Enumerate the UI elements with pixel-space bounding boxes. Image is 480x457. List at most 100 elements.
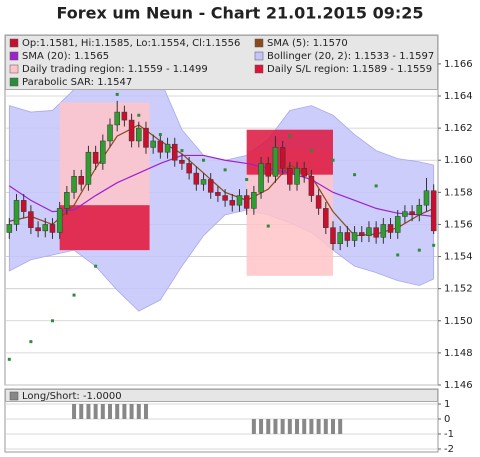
candle-body [78,176,84,185]
candle-body [359,232,365,236]
sar-dot [223,168,227,172]
sar-dot [396,253,400,257]
candle-body [251,192,257,209]
candle-body [215,192,221,196]
candle-body [71,176,77,193]
bar [122,404,127,419]
chart-title: Forex um Neun - Chart 21.01.2015 09:25 [56,4,423,23]
legend-swatch [9,51,19,61]
bar [136,404,141,419]
candle-body [114,111,120,126]
bar [143,404,148,419]
candle-body [28,211,34,228]
legend-swatch [254,64,264,74]
legend-label: Daily S/L region: 1.1589 - 1.1559 [267,64,432,75]
sar-dot [137,113,141,117]
candle-body [366,227,372,236]
sar-dot [50,319,54,323]
legend-swatch [9,77,19,87]
candle-body [121,111,128,121]
candle-body [186,163,192,174]
candle-body [100,140,106,164]
sar-dot [432,243,436,247]
candle-body [171,143,178,161]
candle-body [20,200,27,212]
candle-body [294,168,300,185]
sar-dot [7,357,11,361]
y-tick-label: 0 [444,414,450,425]
bar [86,404,91,419]
candle-body [430,190,437,232]
bar [280,419,285,434]
candle-body [35,227,41,232]
axes: 1.146 1.148 1.150 1.152 1.154 1.156 1.158 1.160… [438,59,473,455]
bar [108,404,113,419]
legend-label: Bollinger (20, 2): 1.1533 - 1.1597 [267,51,434,62]
candle-body [56,208,63,233]
legend-label: SMA (5): 1.1570 [267,38,348,49]
bar [93,404,98,419]
candle-body [330,227,336,244]
candle-body [323,208,329,228]
bar [309,419,314,434]
y-tick-label: 1.162 [444,123,473,134]
bar [330,419,335,434]
sar-dot [331,158,335,162]
legend-label: Daily trading region: 1.1559 - 1.1499 [22,64,208,75]
y-tick-label: 1.152 [444,284,473,295]
sar-dot [288,134,292,138]
legend-label: SMA (20): 1.1565 [22,51,109,62]
candle-body [6,224,13,233]
bar [79,404,84,419]
candle-body [287,168,293,185]
sar-dot [309,149,313,153]
candle-body [265,163,272,177]
sub-plot [72,404,343,434]
y-tick-label: -1 [444,429,454,440]
region [59,205,150,251]
legend-swatch [254,51,264,61]
candle-body [128,119,135,142]
candle-body [380,224,387,238]
candle-body [193,172,200,185]
candle-body [272,147,279,177]
candle-body [179,159,185,164]
candle-body [157,140,164,153]
sar-dot [417,248,421,252]
sar-dot [353,173,357,177]
y-tick-label: 1.148 [444,348,473,359]
main-plot [6,39,437,361]
bar [259,419,264,434]
y-tick-label: 1.166 [444,59,473,70]
bar [72,404,77,419]
legend-swatch [254,38,264,48]
y-tick-label: 1.160 [444,155,473,166]
sar-dot [158,133,162,137]
candle-body [222,195,228,201]
legend-label: Parabolic SAR: 1.1547 [22,77,132,88]
candle-body [315,195,322,209]
candle-body [164,143,171,153]
candle-body [13,200,20,225]
y-tick-label: -2 [444,444,454,455]
candle-body [143,127,149,148]
candle-body [344,232,351,241]
y-tick-label: 1.154 [444,252,473,263]
y-tick-label: 1.150 [444,316,473,327]
candle-body [42,224,49,232]
bar [266,419,271,434]
candle-body [49,224,56,233]
candle-body [200,179,207,185]
candle-body [150,140,156,148]
bar [115,404,120,419]
legend-box [5,35,438,90]
sar-dot [115,92,119,96]
legend: Op:1.1581, Hi:1.1585, Lo:1.1554, Cl:1.15… [5,35,438,402]
y-tick-label: 1.156 [444,219,473,230]
candle-body [243,195,250,209]
bar [100,404,105,419]
y-tick-label: 1.158 [444,187,473,198]
bar [338,419,343,434]
candle-body [337,232,343,244]
legend-label: Long/Short: -1.0000 [22,391,122,402]
